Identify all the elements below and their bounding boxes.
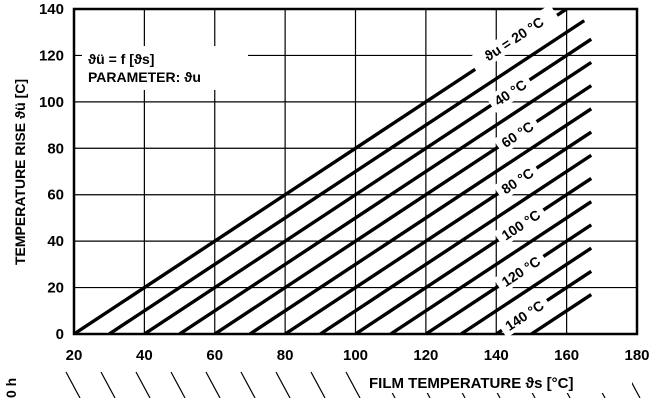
series-line [284, 130, 593, 334]
cut-off-label: 0 h [3, 378, 19, 398]
series-label: 140 °C [496, 293, 552, 338]
y-tick-label: 120 [39, 47, 64, 64]
x-tick-label: 140 [484, 347, 509, 364]
annotation-line-1: ϑü = f [ϑs] [88, 51, 154, 67]
y-tick-label: 40 [47, 233, 64, 250]
plot-frame [72, 7, 639, 336]
series-label: ϑu = 20 °C [467, 4, 560, 74]
series-line [178, 60, 593, 334]
x-tick-label: 60 [206, 347, 223, 364]
y-tick-label: 60 [47, 187, 64, 204]
x-tick-label: 100 [343, 347, 368, 364]
svg-text:ϑu = 20 °C: ϑu = 20 °C [481, 13, 546, 64]
x-tick-labels: 20 40 60 80 100 120 140 160 180 [66, 347, 650, 364]
x-tick-label: 40 [136, 347, 153, 364]
x-tick-label: 160 [554, 347, 579, 364]
y-tick-label: 0 [56, 326, 64, 343]
x-axis-label-bg [362, 371, 632, 393]
x-tick-label: 80 [277, 347, 294, 364]
series-line [249, 107, 593, 334]
svg-text:60 °C: 60 °C [498, 118, 536, 151]
svg-text:40 °C: 40 °C [491, 76, 529, 109]
x-tick-label: 120 [413, 347, 438, 364]
series-label: 40 °C [486, 72, 535, 113]
x-axis-label: FILM TEMPERATURE ϑs [°C] [369, 375, 573, 392]
y-tick-labels: 0 20 40 60 80 100 120 140 [39, 1, 64, 343]
x-tick-label: 180 [624, 347, 649, 364]
series-line [108, 19, 586, 334]
annotation-line-2: PARAMETER: ϑu [88, 69, 201, 85]
series-line [354, 177, 593, 334]
y-tick-label: 20 [47, 280, 64, 297]
y-tick-label: 100 [39, 94, 64, 111]
series-line [389, 200, 593, 334]
x-tick-label: 20 [66, 347, 83, 364]
svg-text:80 °C: 80 °C [498, 164, 536, 197]
y-tick-label: 80 [47, 140, 64, 157]
series-line [460, 246, 593, 334]
series-line [319, 153, 593, 334]
series-line [530, 293, 593, 334]
y-tick-label: 140 [39, 1, 64, 18]
annotation-box [82, 46, 248, 90]
y-axis-label: TEMPERATURE RISE ϑü [C] [12, 79, 28, 265]
